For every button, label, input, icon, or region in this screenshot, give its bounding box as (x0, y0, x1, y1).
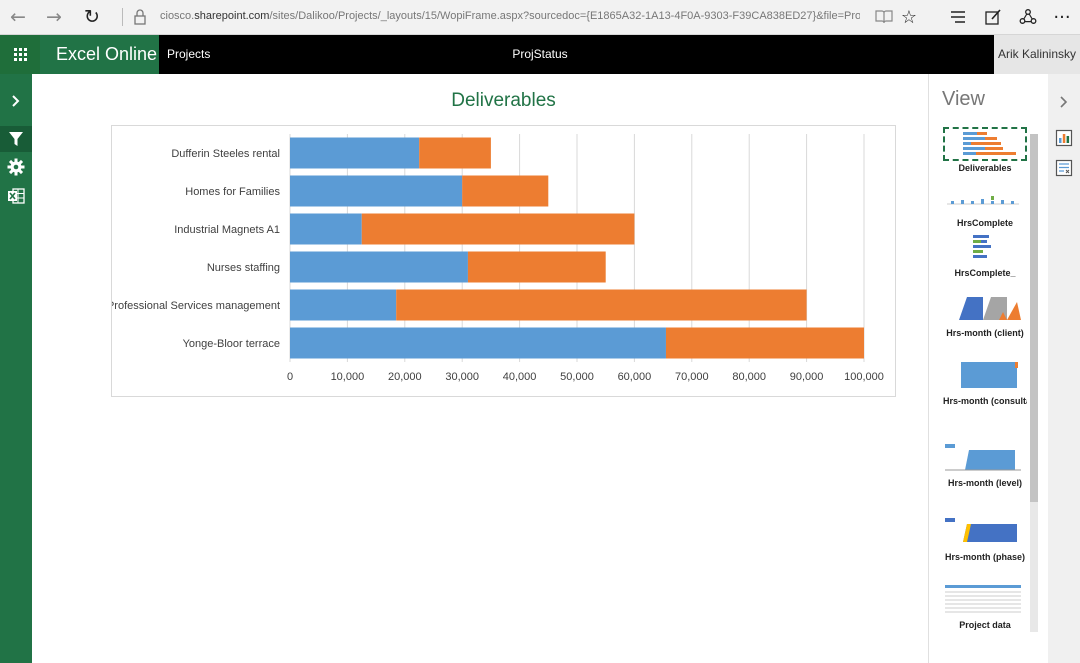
category-label-0: Dufferin Steeles rental (171, 148, 280, 160)
view-thumbnail-3[interactable]: Hrs-month (client) (943, 292, 1027, 338)
chart-view-icon[interactable] (1052, 126, 1076, 150)
thumbnail-label: Hrs-month (phase) (944, 552, 1025, 562)
collapse-chevron-icon[interactable] (1052, 90, 1076, 114)
bar-1-series-2 (462, 175, 549, 207)
x-tick-label-2: 20,000 (388, 371, 422, 383)
breadcrumb-projects[interactable]: Projects (167, 47, 211, 61)
view-panel: View Deliverables HrsComplete HrsComplete_… (928, 74, 1048, 663)
share-icon[interactable] (1016, 5, 1040, 29)
more-icon[interactable]: ··· (1053, 6, 1071, 28)
file-title: ProjStatus (512, 47, 568, 61)
view-thumbnail-1[interactable]: HrsComplete (943, 182, 1027, 228)
view-panel-title: View (942, 88, 985, 110)
favorite-star-icon[interactable]: ☆ (900, 6, 918, 28)
app-launcher-icon[interactable] (0, 35, 40, 74)
bar-2-series-2 (361, 213, 635, 245)
address-separator (122, 8, 123, 26)
main-canvas: Deliverables Dufferin Steeles rental Home… (32, 74, 928, 663)
x-tick-label-5: 50,000 (560, 371, 594, 383)
view-thumbnail-6[interactable]: Hrs-month (phase) (943, 516, 1027, 562)
task-pane-rail (1048, 74, 1080, 663)
x-tick-label-8: 80,000 (732, 371, 766, 383)
bar-1-series-1 (290, 175, 463, 207)
view-thumbnail-4[interactable]: Hrs-month (consultar (943, 360, 1027, 406)
thumbnail-preview (943, 182, 1027, 216)
thumbnail-preview (943, 442, 1027, 476)
x-tick-label-7: 70,000 (675, 371, 709, 383)
thumbnail-preview (943, 584, 1027, 618)
bar-5-series-1 (290, 327, 666, 359)
refresh-icon[interactable]: ↻ (84, 6, 100, 28)
left-rail (0, 74, 32, 663)
bar-0-series-1 (290, 137, 420, 169)
thumbnail-preview (943, 292, 1027, 326)
thumbnail-preview (943, 232, 1027, 266)
address-bar[interactable]: ciosco.sharepoint.com/sites/Dalikoo/Proj… (160, 10, 860, 22)
thumbnail-label: Hrs-month (consultar (943, 396, 1027, 406)
browser-toolbar: ← → ↻ ciosco.sharepoint.com/sites/Daliko… (0, 0, 1080, 35)
category-label-2: Industrial Magnets A1 (174, 224, 280, 236)
category-label-1: Homes for Families (185, 186, 280, 198)
thumbnail-label: Hrs-month (level) (947, 478, 1022, 488)
hub-icon[interactable] (946, 5, 970, 29)
chart-area[interactable]: Dufferin Steeles rental Homes for Familie… (107, 125, 896, 397)
bar-4-series-1 (290, 289, 397, 321)
x-tick-label-9: 90,000 (790, 371, 824, 383)
x-tick-label-6: 60,000 (618, 371, 652, 383)
thumbnail-label: Deliverables (958, 163, 1012, 173)
x-tick-label-0: 0 (287, 371, 293, 383)
thumbnail-preview (943, 516, 1027, 550)
expand-chevron-icon[interactable] (0, 88, 32, 114)
x-tick-label-4: 40,000 (503, 371, 537, 383)
x-tick-label-3: 30,000 (445, 371, 479, 383)
forward-arrow-icon[interactable]: → (46, 6, 62, 28)
bar-3-series-1 (290, 251, 468, 283)
view-thumbnail-2[interactable]: HrsComplete_ (943, 232, 1027, 278)
lock-icon (134, 9, 146, 25)
x-tick-label-1: 10,000 (331, 371, 365, 383)
bar-5-series-2 (665, 327, 864, 359)
thumbnail-preview (943, 360, 1027, 394)
filter-icon[interactable] (0, 126, 32, 152)
gear-icon[interactable] (0, 154, 32, 180)
app-header: Excel Online Projects ProjStatus Arik Ka… (0, 35, 1080, 74)
category-label-5: Yonge-Bloor terrace (183, 338, 280, 350)
bar-2-series-1 (290, 213, 362, 245)
user-name[interactable]: Arik Kalininsky (994, 35, 1080, 74)
excel-icon[interactable] (0, 183, 32, 209)
field-list-icon[interactable] (1052, 156, 1076, 180)
chart-title: Deliverables (451, 90, 556, 111)
view-thumbnail-5[interactable]: Hrs-month (level) (943, 442, 1027, 488)
bar-3-series-2 (467, 251, 606, 283)
category-label-3: Nurses staffing (207, 262, 280, 274)
thumbnail-preview (943, 127, 1027, 161)
bar-0-series-2 (419, 137, 491, 169)
bar-4-series-2 (396, 289, 807, 321)
reading-view-icon[interactable] (872, 5, 896, 29)
back-arrow-icon[interactable]: ← (10, 6, 26, 28)
scrollbar-thumb[interactable] (1030, 134, 1038, 502)
web-note-icon[interactable] (981, 5, 1005, 29)
thumbnail-label: Hrs-month (client) (946, 328, 1024, 338)
view-panel-scrollbar[interactable] (1030, 134, 1038, 632)
view-thumbnail-0[interactable]: Deliverables (943, 127, 1027, 173)
thumbnail-label: Project data (959, 620, 1011, 630)
x-tick-label-10: 100,000 (844, 371, 884, 383)
deliverables-chart: Dufferin Steeles rental Homes for Familie… (107, 134, 884, 383)
app-name[interactable]: Excel Online (40, 35, 159, 74)
thumbnail-label: HrsComplete_ (954, 268, 1016, 278)
view-thumbnail-7[interactable]: Project data (943, 584, 1027, 630)
category-label-4: Professional Services management (112, 300, 280, 312)
thumbnail-label: HrsComplete (956, 218, 1013, 228)
